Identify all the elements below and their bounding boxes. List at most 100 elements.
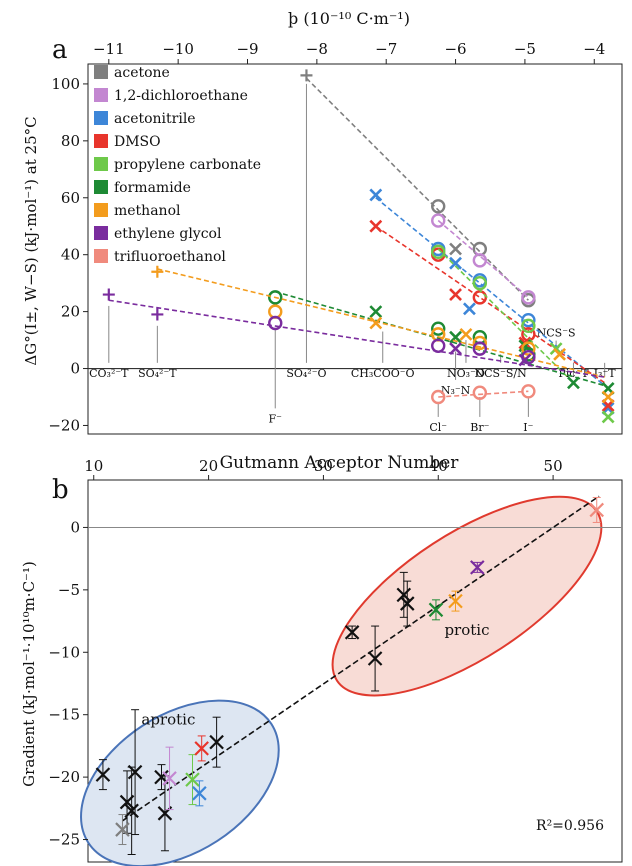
panel-label-a: a [52,35,68,65]
data-point-cross [553,347,567,361]
data-point-circle [268,290,283,305]
legend-swatch [94,249,108,263]
data-point-cross [601,390,615,404]
ion-label: NCS⁻S/N [475,367,528,380]
x-tick-label: −5 [514,40,536,58]
data-point-cross [369,219,383,233]
y-tick-label: 100 [51,75,80,93]
x-tick-label: 20 [199,457,218,475]
ion-label: NO₃⁻O [447,367,485,380]
panel-a-xlabel: þ (10⁻¹⁰ C·m⁻¹) [288,9,410,28]
data-point [428,599,444,621]
x-tick-label: −11 [93,40,125,58]
legend-label: formamide [114,180,191,196]
legend-swatch [94,180,108,194]
group-label-aprotic: aprotic [141,711,195,729]
ion-label: F⁻ [269,412,283,425]
series-acetonitrile [369,188,615,415]
r-squared-label: R²=0.956 [536,818,604,834]
data-point-circle [268,315,283,331]
data-point [194,735,209,762]
data-point [589,496,605,523]
panel-b-xlabel: Gutmann Acceptor Number [220,453,460,473]
y-tick-label: 0 [70,518,80,536]
panel-a-ylabel: ΔG°(I±, W−S) (kJ·mol⁻¹) at 25°C [22,116,40,365]
ion-label: N₃⁻N [441,384,471,397]
y-tick-label: −20 [48,416,80,434]
data-point-circle [521,312,536,328]
series-propylene-carbonate [431,244,615,424]
data-point-circle [521,318,536,334]
legend-swatch [94,65,108,79]
data-point-cross [399,596,415,611]
data-point [396,571,412,618]
series-trifluoroethanol [431,384,536,405]
ion-label: CO₃²⁻T [89,367,129,380]
fit-line [122,495,600,822]
x-tick-label: −4 [583,40,605,58]
legend-swatch [94,157,108,171]
data-point-circle [521,384,536,399]
data-point-cross [209,734,224,750]
group-ellipse-aprotic [80,699,280,866]
data-point [162,746,177,811]
data-point-cross [185,772,200,787]
data-point-cross [369,305,383,319]
data-point-circle [431,321,446,336]
panel-b-ylabel: Gradient (kJ·mol⁻¹·10¹⁰m·C⁻¹) [20,561,38,787]
data-point-cross [449,342,462,356]
y-tick-label: −10 [48,643,80,661]
legend-label: 1,2-dichloroethane [114,88,248,104]
data-point-cross [428,602,444,618]
data-point-circle [431,244,446,260]
data-point-circle [521,341,536,356]
data-point-circle [431,389,446,405]
data-point-cross [459,327,473,341]
ion-label: SO₄²⁻O [286,367,326,380]
data-point-cross [95,767,111,782]
ion-label: Cl⁻ [429,421,447,434]
fit-line [438,390,529,398]
legend-label: acetonitrile [114,111,196,127]
series-methanol [151,265,615,404]
x-tick-label: −6 [444,40,466,58]
y-tick-label: 40 [61,246,80,264]
data-point [399,580,415,627]
y-tick-label: −5 [58,581,80,599]
legend-swatch [94,226,108,240]
ion-label: SO₄²⁻T [138,367,177,380]
data-point-cross [194,741,209,756]
panel-a-plot: −11 −10 −9 −8 −7 −6 −5 −4 −20 0 20 40 60 80 100 CO₃²⁻T S… [48,40,623,435]
data-point [127,709,143,836]
legend-swatch [94,88,108,102]
data-point-plus [151,308,164,321]
data-point-cross [448,593,463,609]
data-point-cross [124,803,139,819]
data-point-cross [396,587,412,603]
data-point-cross [449,256,462,270]
data-point-circle [431,213,446,228]
x-tick-label: −8 [306,40,328,58]
legend-label: trifluoroethanol [114,249,226,265]
fit-line [157,268,605,378]
data-point-cross [127,764,143,780]
data-point-circle [472,290,488,305]
data-point-cross [449,330,462,344]
ion-label: Pic⁻T [558,367,589,380]
series-1-2-dichloroethane [431,213,536,305]
data-point-circle [472,385,488,400]
data-point-cross [115,822,130,837]
legend-swatch [94,111,108,125]
ion-label: NCS⁻S [537,327,576,340]
legend-label: propylene carbonate [114,157,261,173]
ion-label: Br⁻ [470,421,489,434]
data-point [209,716,224,768]
data-point-circle [472,341,488,356]
fit-line [305,77,529,301]
data-point-circle [431,338,446,353]
x-tick-label: 10 [84,457,103,475]
fit-line [437,219,529,298]
legend-swatch [94,134,108,148]
y-tick-label: 0 [70,360,80,378]
